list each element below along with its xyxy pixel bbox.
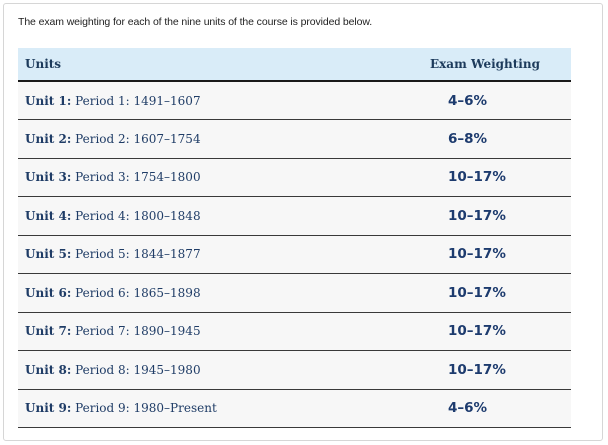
unit-cell: Unit 3: Period 3: 1754–1800: [18, 158, 363, 197]
unit-cell: Unit 1: Period 1: 1491–1607: [18, 81, 363, 120]
unit-cell: Unit 7: Period 7: 1890–1945: [18, 312, 363, 351]
unit-number: Unit 9:: [25, 401, 72, 416]
unit-period: Period 4: 1800–1848: [75, 208, 201, 223]
table-row: Unit 3: Period 3: 1754–1800 10–17%: [18, 158, 571, 197]
exam-weighting-value: 10–17%: [363, 158, 571, 197]
unit-number: Unit 2:: [25, 131, 72, 146]
unit-number: Unit 5:: [25, 247, 72, 262]
unit-number: Unit 3:: [25, 170, 72, 185]
exam-weighting-value: 10–17%: [363, 350, 571, 390]
table-row: Unit 7: Period 7: 1890–1945 10–17%: [18, 312, 571, 351]
table-row: Unit 5: Period 5: 1844–1877 10–17%: [18, 235, 571, 274]
header-row: Units Exam Weighting: [18, 48, 571, 82]
exam-weighting-column-header: Exam Weighting: [363, 48, 571, 82]
table-body: Unit 1: Period 1: 1491–1607 4–6% Unit 2: P…: [18, 81, 571, 428]
table-row: Unit 4: Period 4: 1800–1848 10–17%: [18, 196, 571, 236]
unit-period: Period 7: 1890–1945: [75, 324, 201, 339]
table-header: Units Exam Weighting: [18, 48, 571, 82]
unit-cell: Unit 5: Period 5: 1844–1877: [18, 235, 363, 274]
unit-number: Unit 1:: [25, 93, 72, 108]
unit-period: Period 1: 1491–1607: [75, 93, 201, 108]
exam-weighting-value: 4–6%: [363, 389, 571, 428]
exam-weighting-table: Units Exam Weighting Unit 1: Period 1: 1…: [18, 48, 571, 428]
unit-period: Period 5: 1844–1877: [75, 247, 201, 262]
table-row: Unit 1: Period 1: 1491–1607 4–6%: [18, 81, 571, 120]
unit-number: Unit 6:: [25, 285, 72, 300]
unit-cell: Unit 2: Period 2: 1607–1754: [18, 119, 363, 159]
unit-period: Period 2: 1607–1754: [75, 131, 201, 146]
unit-period: Period 6: 1865–1898: [75, 285, 201, 300]
unit-period: Period 3: 1754–1800: [75, 170, 201, 185]
table-row: Unit 6: Period 6: 1865–1898 10–17%: [18, 273, 571, 313]
unit-number: Unit 7:: [25, 324, 72, 339]
table-row: Unit 9: Period 9: 1980–Present 4–6%: [18, 389, 571, 428]
exam-weighting-value: 10–17%: [363, 235, 571, 274]
unit-number: Unit 4:: [25, 208, 72, 223]
table-row: Unit 2: Period 2: 1607–1754 6–8%: [18, 119, 571, 159]
exam-weighting-value: 6–8%: [363, 119, 571, 159]
exam-weighting-value: 10–17%: [363, 196, 571, 236]
unit-period: Period 8: 1945–1980: [75, 362, 201, 377]
intro-text: The exam weighting for each of the nine …: [18, 16, 373, 28]
table-row: Unit 8: Period 8: 1945–1980 10–17%: [18, 350, 571, 390]
exam-weighting-table-container: Units Exam Weighting Unit 1: Period 1: 1…: [18, 48, 571, 428]
exam-weighting-value: 4–6%: [363, 81, 571, 120]
unit-cell: Unit 6: Period 6: 1865–1898: [18, 273, 363, 313]
units-column-header: Units: [18, 48, 363, 82]
unit-cell: Unit 8: Period 8: 1945–1980: [18, 350, 363, 390]
content-card: The exam weighting for each of the nine …: [3, 3, 603, 441]
unit-cell: Unit 4: Period 4: 1800–1848: [18, 196, 363, 236]
unit-cell: Unit 9: Period 9: 1980–Present: [18, 389, 363, 428]
unit-number: Unit 8:: [25, 362, 72, 377]
exam-weighting-value: 10–17%: [363, 312, 571, 351]
exam-weighting-value: 10–17%: [363, 273, 571, 313]
unit-period: Period 9: 1980–Present: [75, 401, 217, 416]
